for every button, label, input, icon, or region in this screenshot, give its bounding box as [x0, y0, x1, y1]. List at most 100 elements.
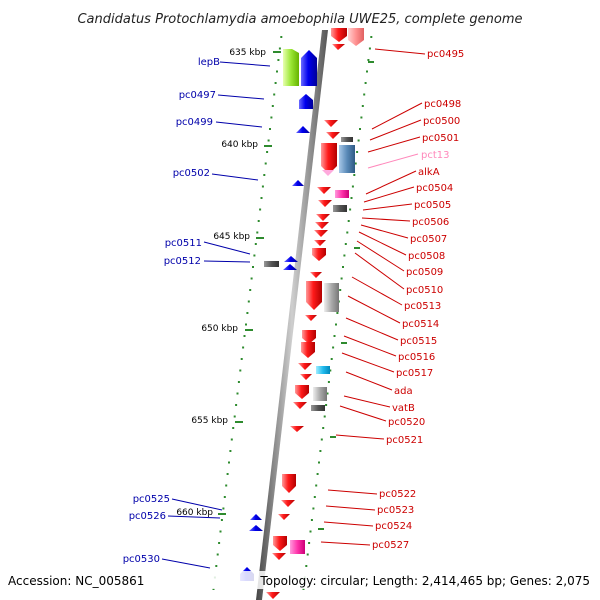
gene-arrow-up[interactable] — [283, 264, 297, 270]
gene-label-pc0512[interactable]: pc0512 — [164, 256, 201, 267]
gene-label-ada[interactable]: ada — [394, 386, 413, 397]
gene-arrow-up[interactable] — [299, 94, 313, 109]
outer-track-dot — [353, 174, 356, 176]
gene-arrow-down[interactable] — [300, 374, 312, 380]
gene-label-pc0502[interactable]: pc0502 — [173, 168, 210, 179]
gene-label-pc0517[interactable]: pc0517 — [396, 368, 433, 379]
gene-block[interactable] — [324, 283, 339, 312]
gene-arrow-down[interactable] — [317, 187, 331, 194]
gene-arrow-down[interactable] — [293, 402, 307, 409]
outer-track-dot — [333, 335, 336, 337]
gene-label-alkA[interactable]: alkA — [418, 167, 440, 178]
gene-label-pc0498[interactable]: pc0498 — [424, 99, 461, 110]
gene-arrow-down[interactable] — [324, 120, 338, 127]
gene-block[interactable] — [341, 137, 353, 142]
gene-arrow-down[interactable] — [282, 474, 296, 493]
gene-label-pc0521[interactable]: pc0521 — [386, 435, 423, 446]
gene-label-pc0495[interactable]: pc0495 — [427, 49, 464, 60]
gene-label-lepB[interactable]: lepB — [198, 57, 220, 68]
inner-track-dot — [236, 392, 239, 395]
gene-arrow-up[interactable] — [283, 49, 299, 86]
gene-label-pc0513[interactable]: pc0513 — [404, 301, 441, 312]
gene-label-pc0511[interactable]: pc0511 — [165, 238, 202, 249]
outer-track-dot — [313, 496, 316, 498]
gene-label-pc0520[interactable]: pc0520 — [388, 417, 425, 428]
gene-arrow-down[interactable] — [272, 553, 286, 560]
gene-block[interactable] — [339, 145, 355, 173]
inner-track-dot — [218, 542, 221, 544]
gene-arrow-down[interactable] — [273, 536, 287, 551]
gene-arrow-down[interactable] — [266, 592, 280, 599]
inner-track-dot — [242, 346, 245, 349]
gene-label-pc0505[interactable]: pc0505 — [414, 200, 451, 211]
gene-block[interactable] — [335, 190, 349, 198]
gene-arrow-down[interactable] — [305, 315, 317, 321]
outer-track-dot — [363, 93, 366, 96]
gene-arrow-up[interactable] — [301, 50, 317, 86]
gene-label-pct13[interactable]: pct13 — [421, 150, 450, 161]
gene-label-pc0524[interactable]: pc0524 — [375, 521, 412, 532]
inner-track-dot — [216, 553, 219, 556]
gene-label-pc0530[interactable]: pc0530 — [123, 554, 160, 565]
gene-label-pc0515[interactable]: pc0515 — [400, 336, 437, 347]
gene-label-pc0501[interactable]: pc0501 — [422, 133, 459, 144]
outer-track-dot — [308, 542, 311, 544]
outer-track-dot — [336, 312, 339, 314]
gene-arrow-down[interactable] — [348, 28, 364, 46]
kbp-tick-660: 660 kbp — [176, 508, 226, 518]
gene-arrow-down[interactable] — [322, 170, 334, 176]
gene-arrow-up[interactable] — [296, 126, 310, 133]
gene-label-pc0525[interactable]: pc0525 — [133, 494, 170, 505]
gene-arrow-down[interactable] — [290, 426, 304, 432]
gene-block[interactable] — [264, 261, 279, 267]
gene-label-vatB[interactable]: vatB — [392, 403, 415, 414]
gene-arrow-down[interactable] — [310, 272, 322, 278]
gene-label-pc0497[interactable]: pc0497 — [179, 90, 216, 101]
gene-arrow-down[interactable] — [318, 200, 332, 207]
gene-arrow-down[interactable] — [278, 514, 290, 520]
gene-label-pc0508[interactable]: pc0508 — [408, 251, 445, 262]
gene-arrow-down[interactable] — [298, 363, 312, 370]
gene-arrow-down[interactable] — [332, 44, 345, 50]
gene-label-pc0506[interactable]: pc0506 — [412, 217, 449, 228]
gene-arrow-up[interactable] — [284, 256, 298, 262]
gene-arrow-down[interactable] — [321, 143, 337, 174]
inner-track-dot — [233, 415, 236, 418]
inner-track-dot — [239, 369, 242, 372]
gene-block[interactable] — [316, 366, 330, 374]
gene-label-pc0527[interactable]: pc0527 — [372, 540, 409, 551]
gene-label-pc0516[interactable]: pc0516 — [398, 352, 435, 363]
gene-arrow-down[interactable] — [295, 385, 309, 399]
gene-block[interactable] — [313, 387, 327, 401]
gene-arrow-down[interactable] — [306, 281, 322, 310]
gene-arrow-down[interactable] — [314, 230, 328, 237]
gene-label-pc0514[interactable]: pc0514 — [402, 319, 439, 330]
inner-track-dot — [270, 116, 273, 119]
gene-label-pc0522[interactable]: pc0522 — [379, 489, 416, 500]
gene-label-pc0499[interactable]: pc0499 — [176, 117, 213, 128]
gene-arrow-down[interactable] — [314, 240, 326, 246]
gene-label-pc0523[interactable]: pc0523 — [377, 505, 414, 516]
gene-arrow-down[interactable] — [326, 132, 340, 139]
gene-block[interactable] — [290, 540, 305, 554]
gene-label-pc0510[interactable]: pc0510 — [406, 285, 443, 296]
gene-block[interactable] — [333, 205, 347, 212]
gene-arrow-up[interactable] — [250, 514, 262, 520]
gene-label-pc0526[interactable]: pc0526 — [129, 511, 166, 522]
gene-label-pc0509[interactable]: pc0509 — [406, 267, 443, 278]
gene-arrow-down[interactable] — [302, 330, 316, 344]
gene-label-pc0504[interactable]: pc0504 — [416, 183, 453, 194]
gene-arrow-down[interactable] — [301, 342, 315, 358]
outer-track-dot — [347, 220, 350, 222]
inner-track-dot — [259, 208, 262, 211]
gene-arrow-up[interactable] — [292, 180, 304, 186]
gene-arrow-down[interactable] — [315, 222, 329, 229]
gene-arrow-down[interactable] — [312, 248, 326, 261]
gene-arrow-down[interactable] — [331, 28, 347, 42]
gene-block[interactable] — [311, 405, 325, 411]
gene-arrow-down[interactable] — [316, 214, 330, 221]
gene-arrow-up[interactable] — [249, 525, 263, 531]
gene-label-pc0500[interactable]: pc0500 — [423, 116, 460, 127]
gene-label-pc0507[interactable]: pc0507 — [410, 234, 447, 245]
gene-arrow-down[interactable] — [281, 500, 295, 507]
